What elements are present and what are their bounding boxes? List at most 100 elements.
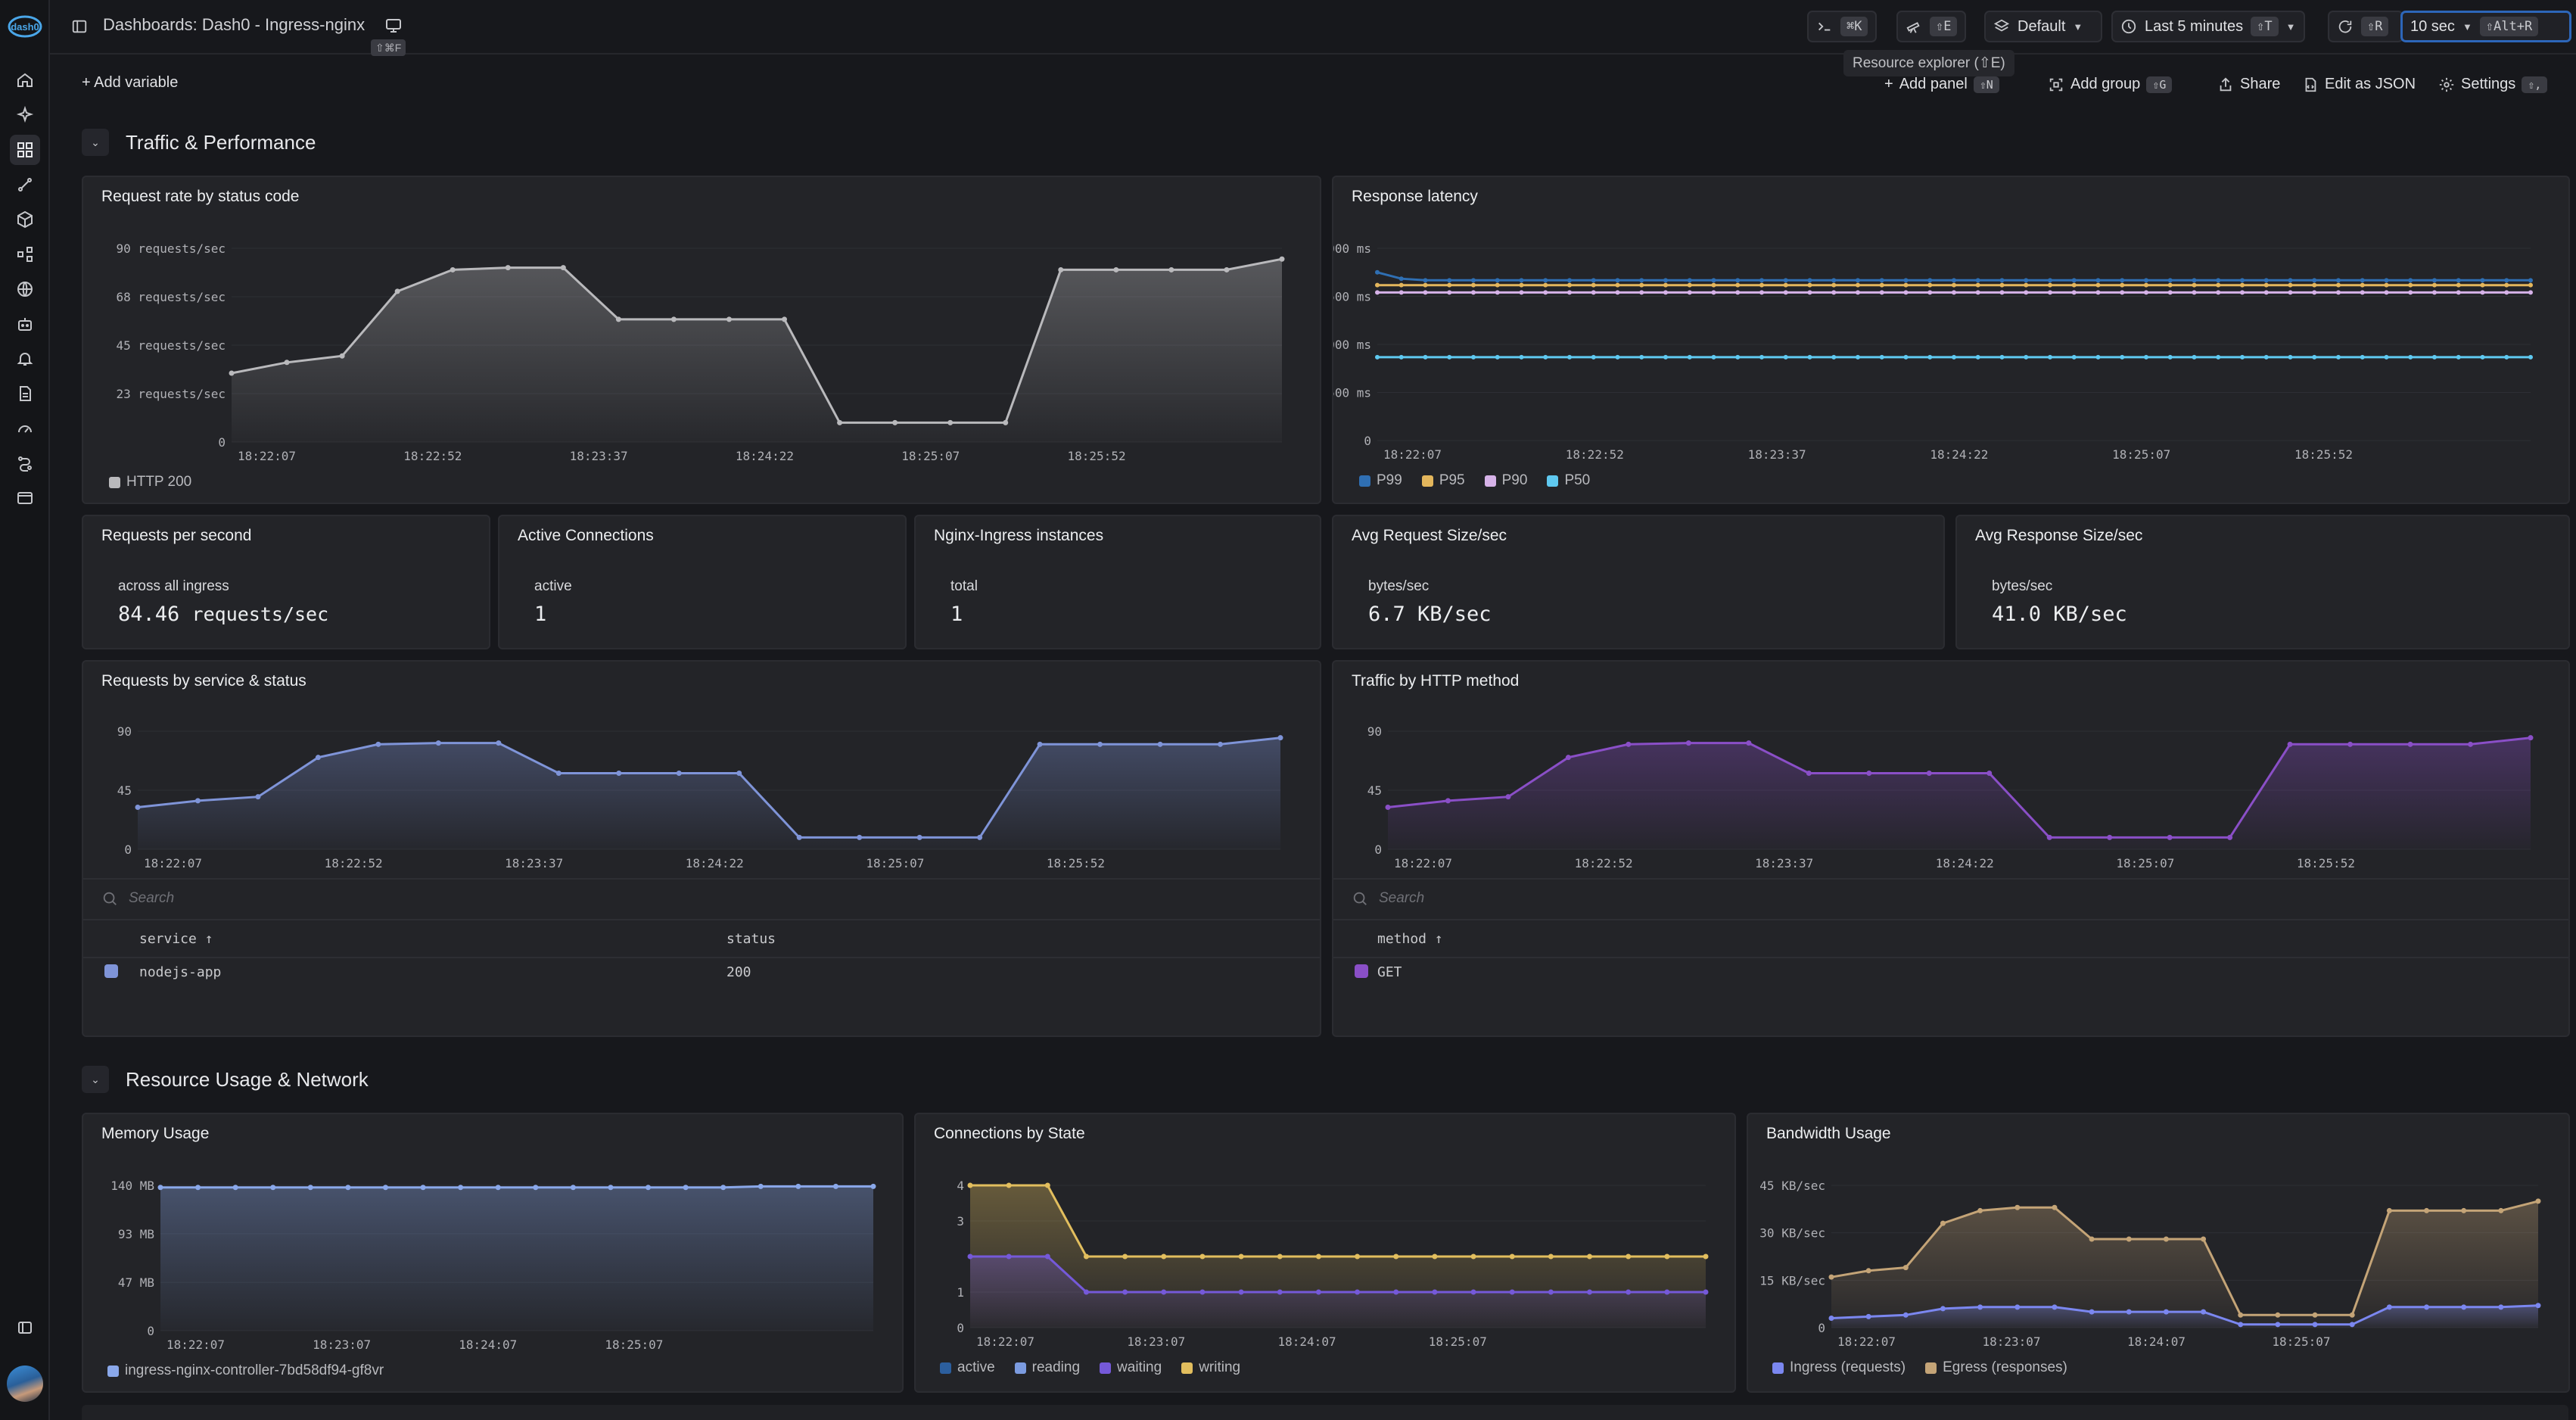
collapse-section-button[interactable]: ⌄: [82, 129, 109, 156]
present-icon[interactable]: [384, 17, 403, 35]
timerange-select[interactable]: Last 5 minutes ⇧T ▼: [2111, 11, 2305, 42]
data-point: [1663, 354, 1668, 360]
panel-avg-request-size[interactable]: Avg Request Size/sec bytes/sec 6.7 KB/se…: [1332, 515, 1945, 649]
logs-icon[interactable]: [10, 378, 40, 409]
data-point: [947, 419, 954, 425]
column-header-status[interactable]: status: [726, 931, 776, 947]
panel-memory-usage[interactable]: Memory Usage 140 MB 93 MB 47 MB 0 18:22:07 18…: [82, 1113, 904, 1393]
panel-requests-by-service[interactable]: Requests by service & status 90 45 0 18:22:…: [82, 660, 1321, 1037]
tracing-icon[interactable]: [10, 170, 40, 200]
legend-item[interactable]: ingress-nginx-controller-7bd58df94-gf8vr: [107, 1362, 384, 1379]
panel-bandwidth-usage[interactable]: Bandwidth Usage 45 KB/sec 30 KB/sec 15 KB/…: [1747, 1113, 2570, 1393]
search-icon: [103, 892, 117, 905]
panel-active-connections[interactable]: Active Connections active 1: [498, 515, 907, 649]
x-tick-label: 18:23:07: [1982, 1334, 2040, 1349]
data-point: [1157, 741, 1163, 747]
data-point: [1975, 278, 1980, 283]
panel-response-latency[interactable]: Response latency 6.000 ms 4.500 ms 3.000 m…: [1332, 176, 2570, 504]
data-point: [505, 265, 511, 271]
add-group-button[interactable]: Add group ⇧G: [2048, 76, 2173, 93]
toggle-sidebar-icon[interactable]: [71, 18, 88, 35]
data-point: [2024, 282, 2029, 288]
share-button[interactable]: Share: [2217, 76, 2280, 93]
legend-item[interactable]: active: [940, 1359, 995, 1376]
legend-item[interactable]: Ingress (requests): [1772, 1359, 1906, 1376]
data-point: [616, 770, 622, 776]
services-icon[interactable]: [10, 239, 40, 269]
dataset-select[interactable]: Default ▼: [1984, 11, 2102, 42]
legend-item[interactable]: P90: [1484, 472, 1527, 489]
data-point: [2408, 290, 2413, 295]
data-point: [1277, 1289, 1283, 1295]
legend-item[interactable]: P99: [1359, 472, 1402, 489]
collapse-sidebar-icon[interactable]: [10, 1313, 40, 1343]
data-point: [2480, 282, 2485, 288]
data-point: [1831, 354, 1837, 360]
collapse-section-button[interactable]: ⌄: [82, 1066, 109, 1093]
data-point: [1470, 1253, 1476, 1260]
panel-connections-by-state[interactable]: Connections by State 4 3 1 0 18:22:07 18:23:0…: [914, 1113, 1736, 1393]
column-header-service[interactable]: service ↑: [139, 931, 213, 947]
data-point: [2504, 282, 2509, 288]
panel-requests-per-second[interactable]: Requests per second across all ingress 8…: [82, 515, 490, 649]
refresh-button[interactable]: ⇧R: [2328, 11, 2403, 42]
panel-title: Response latency: [1352, 188, 1478, 205]
dash0-logo[interactable]: dash0: [8, 14, 42, 39]
add-panel-button[interactable]: + Add panel ⇧N: [1884, 76, 1999, 93]
legend-item[interactable]: waiting: [1100, 1359, 1162, 1376]
command-palette-button[interactable]: ⌘K: [1807, 11, 1878, 42]
data-point: [2312, 1312, 2318, 1318]
avatar[interactable]: [7, 1366, 43, 1402]
panel-avg-response-size[interactable]: Avg Response Size/sec bytes/sec 41.0 KB/…: [1955, 515, 2570, 649]
gauge-icon[interactable]: [10, 413, 40, 444]
globe-icon[interactable]: [10, 274, 40, 304]
data-point: [2095, 290, 2101, 295]
y-tick-label: 45: [117, 783, 132, 798]
legend-item[interactable]: reading: [1014, 1359, 1080, 1376]
column-header-method[interactable]: method ↑: [1377, 931, 1443, 947]
data-point: [1548, 1289, 1554, 1295]
breadcrumb-root[interactable]: Dashboards:: [103, 15, 198, 34]
robot-icon[interactable]: [10, 309, 40, 339]
legend-swatch: [1421, 475, 1433, 487]
sparkle-icon[interactable]: [10, 100, 40, 130]
data-point: [2312, 278, 2317, 283]
data-point: [1639, 282, 1644, 288]
data-point: [1423, 290, 1428, 295]
data-point: [2535, 1303, 2541, 1309]
data-point: [2360, 290, 2365, 295]
legend-item[interactable]: P50: [1547, 472, 1590, 489]
data-point: [1238, 1253, 1244, 1260]
dashboards-icon[interactable]: [10, 135, 40, 165]
series-area: [1831, 1305, 2538, 1328]
data-point: [967, 1253, 973, 1260]
browser-icon[interactable]: [10, 483, 40, 513]
data-point: [758, 1183, 764, 1189]
data-point: [1759, 278, 1764, 283]
legend: Ingress (requests) Egress (responses): [1772, 1359, 2067, 1376]
data-point: [270, 1185, 276, 1191]
data-point: [1952, 354, 1956, 360]
panel-traffic-by-method[interactable]: Traffic by HTTP method 90 45 0 18:22:07 18:2…: [1332, 660, 2570, 1037]
bell-icon[interactable]: [10, 344, 40, 374]
x-tick-label: 18:22:07: [1394, 856, 1452, 870]
search-input[interactable]: Search: [101, 890, 174, 907]
resource-explorer-button[interactable]: ⇧E: [1896, 11, 1967, 42]
search-input[interactable]: Search: [1352, 890, 1424, 907]
cube-icon[interactable]: [10, 204, 40, 235]
refresh-interval-select[interactable]: 10 sec ▼ ⇧Alt+R: [2400, 11, 2571, 42]
add-variable-button[interactable]: + Add variable: [82, 74, 178, 92]
home-icon[interactable]: [10, 65, 40, 95]
panel-request-rate[interactable]: Request rate by status code 90 requests/…: [82, 176, 1321, 504]
legend-item[interactable]: P95: [1421, 472, 1465, 489]
legend-item[interactable]: Egress (responses): [1925, 1359, 2067, 1376]
legend-item[interactable]: writing: [1181, 1359, 1240, 1376]
stat-label: total: [950, 578, 978, 594]
route-icon[interactable]: [10, 448, 40, 478]
edit-json-button[interactable]: Edit as JSON: [2302, 76, 2416, 93]
data-point: [892, 419, 898, 425]
group-icon: [2049, 78, 2063, 91]
legend-item[interactable]: HTTP 200: [109, 474, 191, 490]
panel-nginx-instances[interactable]: Nginx-Ingress instances total 1: [914, 515, 1321, 649]
settings-button[interactable]: Settings ⇧,: [2438, 76, 2548, 93]
